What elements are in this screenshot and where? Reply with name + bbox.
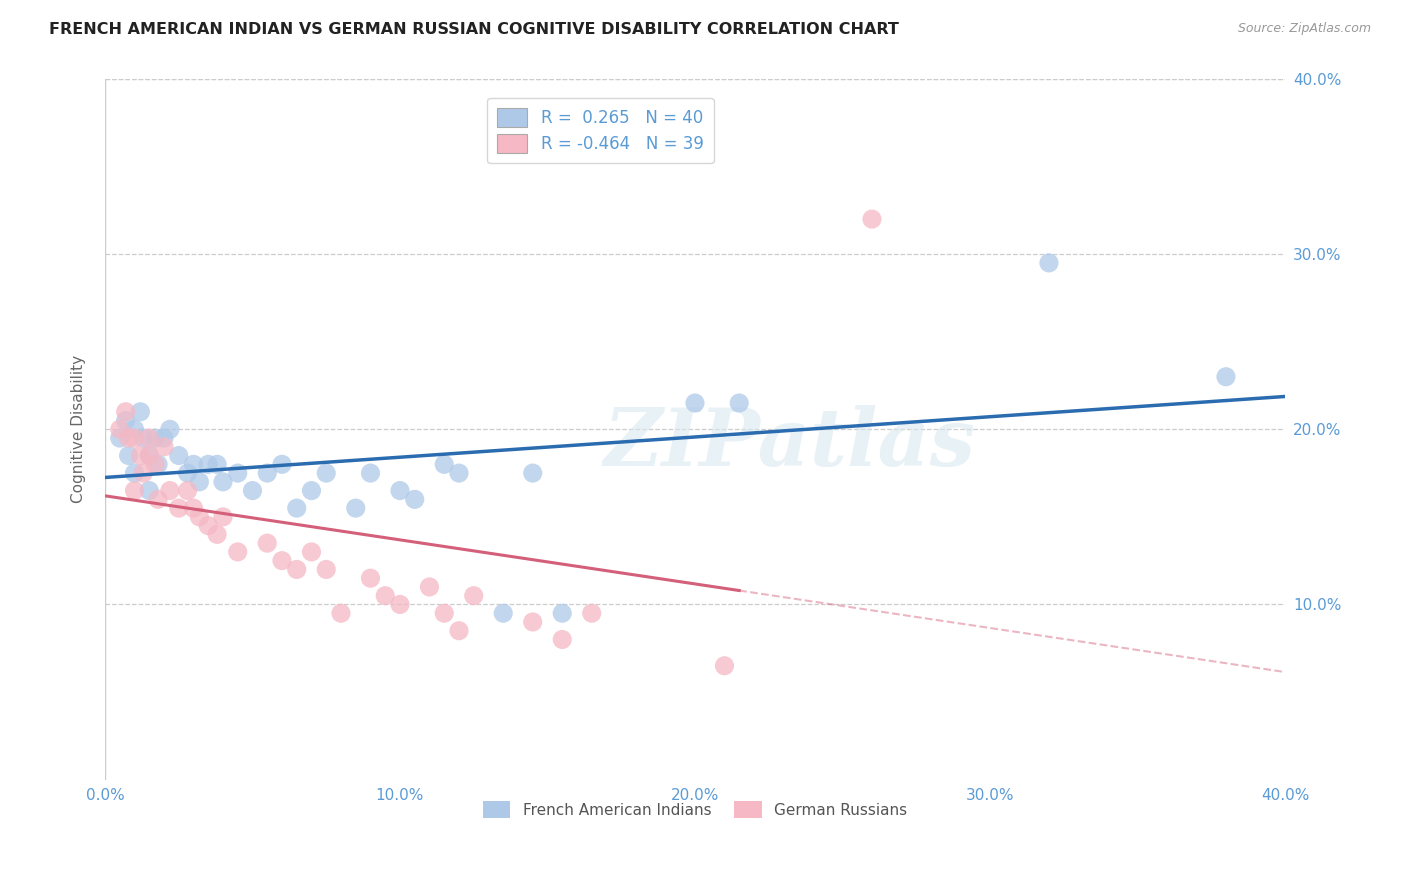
Point bbox=[205, 527, 228, 541]
Point bbox=[226, 545, 249, 559]
Point bbox=[463, 589, 485, 603]
Point bbox=[360, 466, 382, 480]
Point bbox=[581, 606, 603, 620]
Point bbox=[271, 554, 294, 568]
Point bbox=[205, 458, 228, 472]
Point bbox=[124, 483, 146, 498]
Text: Source: ZipAtlas.com: Source: ZipAtlas.com bbox=[1237, 22, 1371, 36]
Point bbox=[153, 431, 176, 445]
Point bbox=[108, 431, 131, 445]
Point bbox=[159, 422, 181, 436]
Point bbox=[285, 562, 308, 576]
Point bbox=[153, 440, 176, 454]
Point bbox=[146, 458, 169, 472]
Point bbox=[1038, 256, 1060, 270]
Point bbox=[212, 509, 235, 524]
Point bbox=[301, 483, 323, 498]
Point bbox=[242, 483, 264, 498]
Point bbox=[404, 492, 426, 507]
Point bbox=[167, 449, 190, 463]
Point bbox=[713, 658, 735, 673]
Point bbox=[138, 483, 160, 498]
Point bbox=[124, 466, 146, 480]
Point bbox=[124, 431, 146, 445]
Point bbox=[315, 562, 337, 576]
Point bbox=[447, 624, 470, 638]
Point bbox=[388, 598, 411, 612]
Point bbox=[492, 606, 515, 620]
Point bbox=[132, 466, 155, 480]
Point bbox=[683, 396, 706, 410]
Point bbox=[728, 396, 751, 410]
Point bbox=[1215, 369, 1237, 384]
Point bbox=[124, 422, 146, 436]
Point bbox=[114, 405, 136, 419]
Point bbox=[159, 483, 181, 498]
Point bbox=[132, 431, 155, 445]
Point bbox=[256, 466, 278, 480]
Point bbox=[197, 518, 219, 533]
Point bbox=[188, 475, 211, 489]
Point bbox=[374, 589, 396, 603]
Point bbox=[146, 492, 169, 507]
Legend: French American Indians, German Russians: French American Indians, German Russians bbox=[477, 795, 912, 824]
Point bbox=[183, 458, 205, 472]
Point bbox=[551, 632, 574, 647]
Text: FRENCH AMERICAN INDIAN VS GERMAN RUSSIAN COGNITIVE DISABILITY CORRELATION CHART: FRENCH AMERICAN INDIAN VS GERMAN RUSSIAN… bbox=[49, 22, 898, 37]
Point bbox=[176, 483, 198, 498]
Point bbox=[129, 405, 152, 419]
Point bbox=[433, 606, 456, 620]
Point bbox=[117, 449, 139, 463]
Point bbox=[522, 466, 544, 480]
Point bbox=[176, 466, 198, 480]
Point bbox=[143, 431, 166, 445]
Point bbox=[360, 571, 382, 585]
Text: ZIPatlas: ZIPatlas bbox=[603, 405, 976, 482]
Point bbox=[143, 458, 166, 472]
Point bbox=[167, 501, 190, 516]
Point bbox=[447, 466, 470, 480]
Point bbox=[138, 449, 160, 463]
Point bbox=[138, 449, 160, 463]
Point bbox=[197, 458, 219, 472]
Point bbox=[117, 431, 139, 445]
Point bbox=[183, 501, 205, 516]
Point bbox=[860, 212, 883, 227]
Y-axis label: Cognitive Disability: Cognitive Disability bbox=[72, 355, 86, 503]
Point bbox=[344, 501, 367, 516]
Point bbox=[388, 483, 411, 498]
Point bbox=[418, 580, 440, 594]
Point bbox=[138, 431, 160, 445]
Point bbox=[129, 449, 152, 463]
Point bbox=[551, 606, 574, 620]
Point bbox=[285, 501, 308, 516]
Point bbox=[433, 458, 456, 472]
Point bbox=[315, 466, 337, 480]
Point bbox=[226, 466, 249, 480]
Point bbox=[301, 545, 323, 559]
Point bbox=[212, 475, 235, 489]
Point bbox=[114, 413, 136, 427]
Point bbox=[188, 509, 211, 524]
Point bbox=[108, 422, 131, 436]
Point bbox=[271, 458, 294, 472]
Point bbox=[256, 536, 278, 550]
Point bbox=[522, 615, 544, 629]
Point bbox=[330, 606, 353, 620]
